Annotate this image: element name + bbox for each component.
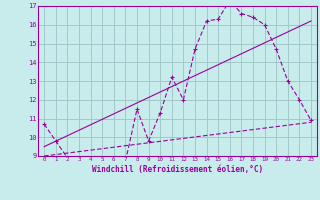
X-axis label: Windchill (Refroidissement éolien,°C): Windchill (Refroidissement éolien,°C) [92,165,263,174]
